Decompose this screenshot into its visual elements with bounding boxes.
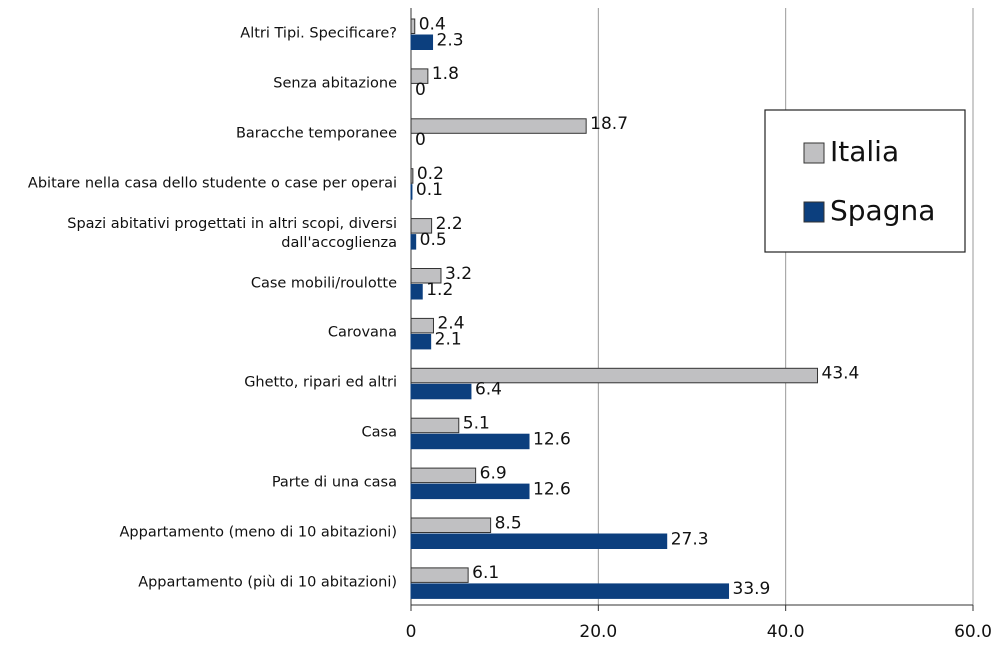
y-tick-label: Appartamento (meno di 10 abitazioni) bbox=[119, 524, 398, 541]
bar bbox=[410, 467, 477, 484]
data-label: 6.1 bbox=[472, 563, 499, 583]
bar bbox=[410, 18, 416, 34]
data-label: 2.1 bbox=[435, 330, 462, 350]
y-tick-label: Casa bbox=[361, 424, 397, 441]
data-label: 0.4 bbox=[419, 14, 446, 34]
legend-swatch bbox=[803, 201, 825, 223]
data-label: 12.6 bbox=[533, 479, 571, 499]
data-label: 3.2 bbox=[445, 264, 472, 284]
data-label: 0 bbox=[415, 130, 426, 150]
data-label: 6.4 bbox=[475, 380, 502, 400]
y-tick-label: Baracche temporanee bbox=[235, 125, 397, 142]
x-tick-label: 40.0 bbox=[767, 622, 805, 642]
bar bbox=[410, 34, 434, 50]
data-label: 0 bbox=[415, 80, 426, 100]
y-tick-label: Ghetto, ripari ed altri bbox=[244, 374, 397, 391]
y-tick-label: Altri Tipi. Specificare? bbox=[240, 25, 397, 42]
bar bbox=[410, 367, 819, 384]
bar bbox=[410, 383, 472, 400]
y-tick-label: Appartamento (più di 10 abitazioni) bbox=[138, 574, 397, 591]
legend-label: Italia bbox=[830, 135, 899, 168]
data-label: 2.4 bbox=[437, 314, 464, 334]
data-label: 27.3 bbox=[671, 529, 709, 549]
data-label: 0.1 bbox=[416, 180, 443, 200]
data-label: 2.3 bbox=[437, 30, 464, 50]
data-label: 1.2 bbox=[426, 280, 453, 300]
bar bbox=[410, 417, 460, 434]
data-label: 8.5 bbox=[495, 513, 522, 533]
bar bbox=[410, 234, 417, 250]
data-label: 43.4 bbox=[822, 364, 860, 384]
bar bbox=[410, 483, 530, 500]
bar bbox=[410, 218, 433, 234]
x-tick-label: 60.0 bbox=[954, 622, 992, 642]
bar bbox=[410, 433, 530, 450]
bar bbox=[410, 284, 423, 300]
x-tick-label: 0 bbox=[406, 622, 417, 642]
bar bbox=[410, 333, 432, 350]
bar bbox=[410, 168, 414, 184]
bar bbox=[410, 184, 413, 200]
y-tick-label: Case mobili/roulotte bbox=[250, 275, 397, 291]
y-tick-label: Parte di una casa bbox=[271, 474, 397, 491]
y-tick-label: Carovana bbox=[327, 324, 397, 341]
data-label: 2.2 bbox=[436, 214, 463, 234]
bar bbox=[410, 118, 587, 134]
data-label: 18.7 bbox=[590, 114, 628, 134]
bar bbox=[410, 517, 492, 533]
x-tick-label: 20.0 bbox=[579, 622, 617, 642]
bar bbox=[410, 268, 442, 284]
legend-swatch bbox=[803, 142, 825, 164]
bar bbox=[410, 583, 730, 599]
bar bbox=[410, 533, 668, 549]
bar bbox=[410, 317, 434, 334]
bar bbox=[410, 567, 469, 583]
data-label: 33.9 bbox=[733, 579, 771, 599]
data-label: 12.6 bbox=[533, 429, 571, 449]
data-label: 6.9 bbox=[480, 463, 507, 483]
data-label: 0.2 bbox=[417, 164, 444, 184]
legend-box bbox=[764, 109, 966, 253]
data-label: 1.8 bbox=[432, 64, 459, 84]
y-tick-label: Spazi abitativi progettati in altri scop… bbox=[67, 215, 397, 251]
y-tick-label: Abitare nella casa dello studente o case… bbox=[27, 175, 397, 192]
data-label: 5.1 bbox=[463, 413, 490, 433]
bar bbox=[410, 68, 429, 84]
y-tick-label: Senza abitazione bbox=[273, 75, 397, 92]
data-label: 0.5 bbox=[420, 230, 447, 250]
legend-label: Spagna bbox=[830, 194, 935, 227]
